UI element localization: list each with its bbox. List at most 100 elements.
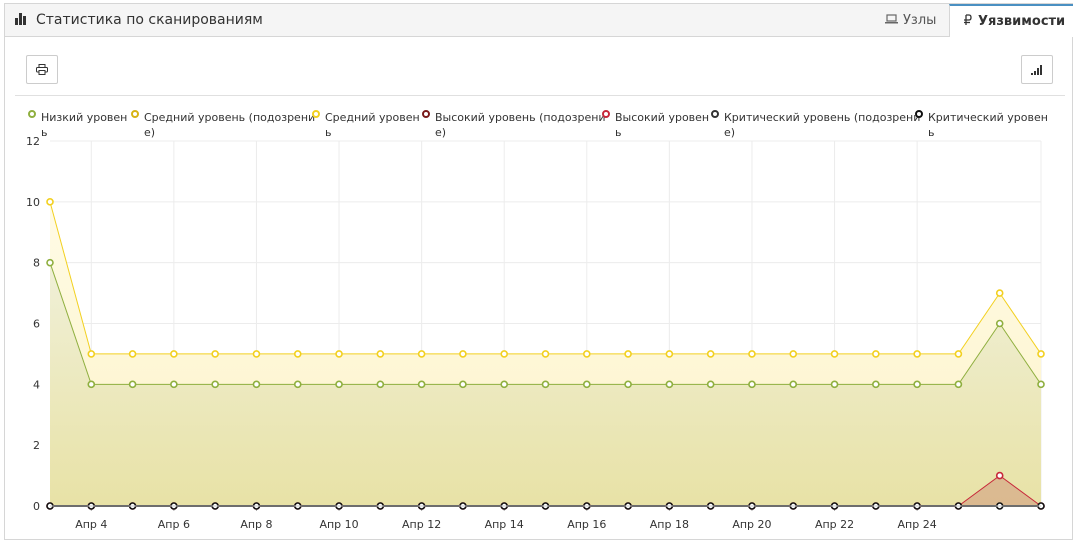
data-point-medium	[789, 350, 798, 358]
laptop-icon	[885, 13, 898, 27]
data-point-medium	[830, 350, 839, 358]
data-point-low	[706, 380, 715, 389]
data-point-low	[1037, 380, 1045, 389]
y-tick-label: 6	[33, 318, 40, 331]
x-tick-label: Апр 12	[402, 518, 441, 531]
data-point-low	[376, 380, 385, 389]
data-point-low	[913, 380, 921, 389]
data-point-low	[665, 380, 674, 389]
legend-label-wrap: ь	[615, 126, 621, 139]
data-point-medium	[665, 350, 674, 358]
legend-marker	[711, 110, 719, 118]
x-tick-label: Апр 16	[567, 518, 606, 531]
data-point-low	[748, 380, 756, 389]
data-point-medium	[376, 350, 385, 358]
data-point-low	[252, 380, 261, 389]
data-point-medium	[170, 350, 178, 358]
data-point-medium	[211, 350, 219, 358]
series-area-low	[50, 262, 1041, 506]
data-point-medium	[293, 350, 302, 358]
tab-nodes-label: Узлы	[903, 12, 937, 28]
legend-label-wrap: ь	[325, 126, 331, 139]
legend-label: Критический уровень (подозрени	[724, 111, 920, 124]
data-point-medium	[913, 350, 921, 358]
x-tick-label: Апр 14	[485, 518, 524, 531]
tab-vulnerabilities-label: Уязвимости	[978, 14, 1066, 29]
data-point-medium	[335, 350, 343, 358]
x-tick-label: Апр 18	[650, 518, 689, 531]
data-point-medium	[706, 350, 715, 358]
print-icon	[36, 60, 48, 79]
data-point-low	[995, 319, 1004, 328]
legend-label-wrap: е)	[435, 126, 446, 139]
legend-label: Критический уровен	[928, 111, 1048, 124]
data-point-low	[789, 380, 798, 389]
data-point-medium	[748, 350, 756, 358]
signal-bars-icon	[1031, 60, 1043, 79]
data-point-low	[582, 380, 591, 389]
data-point-low	[293, 380, 302, 389]
data-point-medium	[500, 350, 509, 358]
legend-label-wrap: е)	[144, 126, 155, 139]
legend-label: Средний уровень (подозрени	[144, 111, 315, 124]
legend-marker	[915, 110, 923, 118]
data-point-low	[872, 380, 880, 389]
data-point-low	[541, 380, 550, 389]
x-tick-label: Апр 22	[815, 518, 854, 531]
data-point-medium	[954, 350, 963, 358]
panel-title: Статистика по сканированиям	[36, 12, 263, 28]
data-point-low	[335, 380, 343, 389]
data-point-medium	[87, 350, 96, 358]
legend-marker	[28, 110, 36, 118]
data-point-medium	[624, 350, 632, 358]
data-point-low	[500, 380, 509, 389]
y-tick-label: 4	[33, 378, 40, 391]
data-point-low	[170, 380, 178, 389]
data-point-medium	[541, 350, 550, 358]
data-point-medium	[128, 350, 137, 358]
data-point-low	[417, 380, 426, 389]
legend-marker	[131, 110, 139, 118]
chart-type-button[interactable]	[1021, 55, 1053, 84]
data-point-medium	[417, 350, 426, 358]
legend-label-wrap: ь	[41, 126, 47, 139]
toolbar-divider	[15, 95, 1065, 96]
x-tick-label: Апр 24	[898, 518, 937, 531]
x-tick-label: Апр 10	[319, 518, 358, 531]
print-button[interactable]	[26, 55, 58, 84]
x-tick-label: Апр 8	[240, 518, 272, 531]
data-point-low	[624, 380, 632, 389]
x-tick-label: Апр 20	[732, 518, 771, 531]
bug-icon	[963, 14, 973, 29]
data-point-medium	[995, 289, 1004, 297]
data-point-low	[459, 380, 467, 389]
data-point-low	[211, 380, 219, 389]
legend-marker	[602, 110, 610, 118]
y-tick-label: 12	[26, 135, 40, 148]
y-tick-label: 8	[33, 257, 40, 270]
y-tick-label: 10	[26, 196, 40, 209]
legend-label: Высокий уровен	[615, 111, 709, 124]
series-line-medium	[49, 201, 1042, 355]
legend-label: Высокий уровень (подозрени	[435, 111, 606, 124]
data-point-medium	[1037, 350, 1045, 358]
bar-chart-icon	[15, 13, 29, 25]
legend-label-wrap: ь	[928, 126, 934, 139]
tab-vulnerabilities[interactable]: Уязвимости	[949, 4, 1073, 37]
data-point-medium	[252, 350, 261, 358]
data-point-medium	[582, 350, 591, 358]
data-point-low	[128, 380, 137, 389]
legend-label: Низкий уровен	[41, 111, 127, 124]
data-point-medium	[459, 350, 467, 358]
y-tick-label: 0	[33, 500, 40, 513]
data-point-low	[830, 380, 839, 389]
panel-header: Статистика по сканированиям Узлы Уязвимо…	[5, 4, 1073, 37]
data-point-low	[46, 258, 54, 267]
legend-label: Средний уровен	[325, 111, 420, 124]
tab-nodes[interactable]: Узлы	[873, 4, 949, 36]
x-tick-label: Апр 4	[75, 518, 107, 531]
legend-marker	[422, 110, 430, 118]
legend-marker	[312, 110, 320, 118]
data-point-low	[87, 380, 96, 389]
